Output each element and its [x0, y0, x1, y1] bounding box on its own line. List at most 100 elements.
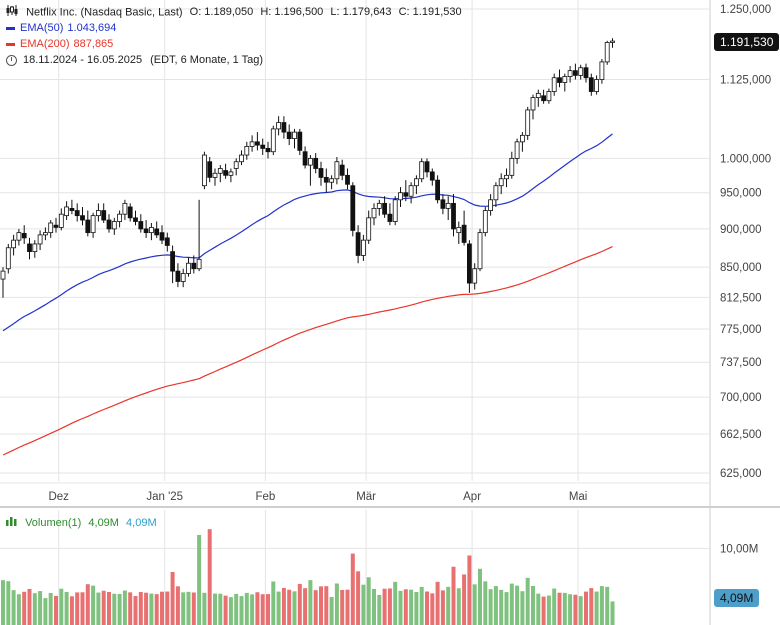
candle-body: [254, 141, 260, 146]
candle-body: [286, 131, 292, 139]
volume-bar: [546, 595, 551, 625]
volume-bar: [234, 593, 239, 625]
candle-body: [27, 243, 32, 252]
candle-body: [456, 227, 462, 234]
y-tick-label: 900,000: [720, 224, 762, 236]
candle-body: [223, 170, 229, 176]
volume-bar: [122, 590, 127, 625]
date-range-text: 18.11.2024 - 16.05.2025: [23, 54, 143, 66]
candle-body: [244, 146, 250, 156]
ohlc-open: O: 1.189,050: [189, 6, 254, 19]
candle-body: [111, 221, 117, 230]
volume-bar: [356, 571, 361, 625]
candle-body: [180, 273, 186, 282]
volume-bar: [472, 584, 477, 625]
volume-bar: [329, 596, 334, 625]
ohlc-low: L: 1.179,643: [330, 6, 392, 19]
volume-bar: [32, 593, 37, 625]
ema200-value: 887,865: [73, 38, 114, 50]
volume-bar: [11, 590, 16, 625]
volume-header: Volumen(1) 4,09M 4,09M: [6, 516, 157, 530]
candle-body: [260, 144, 266, 149]
volume-bar: [218, 593, 223, 625]
volume-bar: [276, 591, 281, 625]
volume-bar: [96, 592, 101, 625]
candle-body: [239, 154, 244, 163]
date-range: 18.11.2024 - 16.05.2025 (EDT, 6 Monate, 1…: [6, 53, 263, 67]
volume-bar: [1, 580, 5, 625]
candle-body: [276, 122, 282, 130]
volume-bar: [377, 594, 382, 625]
volume-bar: [144, 592, 149, 625]
volume-bar: [557, 592, 562, 625]
volume-bar: [552, 588, 557, 625]
volume-bar: [202, 592, 207, 625]
volume-bar: [313, 590, 318, 625]
volume-bar: [6, 581, 11, 625]
volume-bar: [541, 596, 546, 625]
ema50-legend[interactable]: EMA(50) 1.043,694: [6, 21, 116, 35]
candle-body: [323, 176, 329, 183]
candle-body: [604, 42, 610, 63]
candle-body: [562, 76, 568, 83]
volume-bar: [75, 592, 80, 625]
volume-bar: [160, 591, 164, 625]
candle-body: [249, 141, 255, 147]
candle-body: [482, 210, 488, 234]
candle-body: [461, 224, 467, 243]
volume-bar: [287, 589, 292, 625]
candle-body: [90, 215, 96, 234]
y-tick-label: 662,500: [720, 429, 762, 441]
y-tick-label: 812,500: [720, 292, 762, 304]
candle-body: [154, 228, 160, 236]
y-tick-label: 950,000: [720, 188, 762, 200]
candle-body: [345, 174, 350, 185]
volume-bar: [181, 592, 186, 625]
candle-body: [101, 210, 107, 221]
volume-bar: [425, 591, 429, 625]
candle-body: [53, 224, 59, 228]
volume-bar: [244, 592, 249, 625]
volume-bar: [562, 592, 567, 625]
candle-body: [413, 178, 419, 187]
candle-body: [186, 262, 191, 274]
candle-body: [201, 154, 207, 187]
volume-bar: [398, 590, 403, 625]
y-tick-label: 850,000: [720, 262, 762, 274]
candle-body: [466, 243, 472, 284]
volume-bar: [197, 534, 202, 625]
volume-bar: [213, 593, 217, 625]
ema200-legend[interactable]: EMA(200) 887,865: [6, 37, 113, 51]
candle-body: [122, 202, 128, 215]
volume-bar: [69, 596, 74, 625]
candle-body: [143, 228, 149, 234]
candle-body: [175, 270, 181, 282]
volume-bar: [303, 588, 308, 625]
x-tick-label: Dez: [48, 491, 69, 503]
candle-body: [313, 157, 319, 169]
ema50-label: EMA(50): [20, 22, 64, 34]
candle-body: [360, 239, 366, 256]
x-tick-label: Mär: [356, 491, 376, 503]
volume-bar: [250, 594, 255, 625]
candle-body: [43, 232, 48, 236]
last-volume-badge: 4,09M: [714, 589, 760, 607]
candle-body: [387, 213, 393, 222]
volume-bar: [340, 589, 345, 625]
volume-bar: [271, 581, 276, 625]
volume-bar: [568, 594, 573, 625]
volume-bar: [573, 594, 578, 625]
ema200-label: EMA(200): [20, 38, 70, 50]
candle-body: [567, 70, 573, 77]
candle-body: [85, 219, 91, 234]
volume-bar: [54, 595, 58, 625]
candle-body: [371, 207, 377, 219]
candle-body: [297, 131, 303, 151]
candle-body: [281, 122, 287, 133]
volume-bar: [165, 591, 170, 625]
ema50-value: 1.043,694: [67, 22, 117, 34]
volume-bar: [27, 588, 32, 625]
volume-bar: [133, 596, 138, 625]
volume-bar: [366, 577, 371, 625]
volume-bar: [387, 588, 392, 625]
